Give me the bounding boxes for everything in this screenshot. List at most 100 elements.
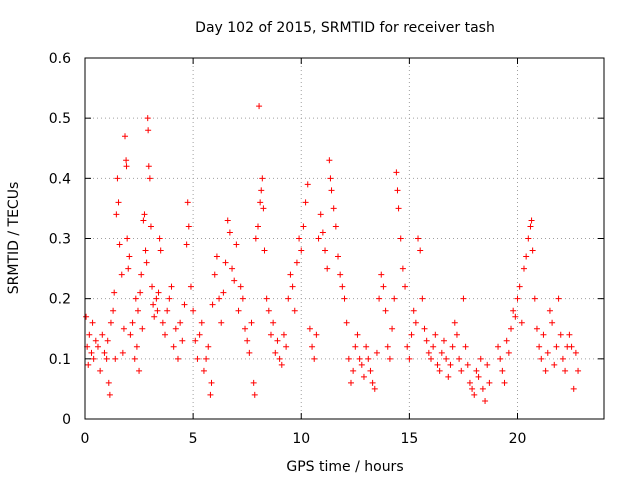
data-point xyxy=(306,325,313,332)
data-point xyxy=(551,361,558,368)
data-point xyxy=(207,391,214,398)
data-point xyxy=(531,295,538,302)
labels-layer: 0 0.1 0.2 0.3 0.4 0.5 0.6 0 5 10 15 20 xyxy=(49,51,527,447)
data-point xyxy=(147,223,154,230)
data-point xyxy=(518,319,525,326)
x-axis-title: GPS time / hours xyxy=(286,459,403,475)
data-point xyxy=(350,367,357,374)
data-point xyxy=(477,355,484,362)
data-point xyxy=(157,247,164,254)
data-point xyxy=(235,307,242,314)
data-point xyxy=(475,373,482,380)
data-point xyxy=(335,253,342,260)
data-point xyxy=(149,283,156,290)
data-point xyxy=(434,361,441,368)
data-point xyxy=(458,367,465,374)
data-point xyxy=(397,235,404,242)
data-point xyxy=(252,235,259,242)
data-point xyxy=(354,331,361,338)
data-point xyxy=(512,313,519,320)
data-point xyxy=(371,385,378,392)
y-tick-label: 0.1 xyxy=(49,352,71,368)
data-point xyxy=(309,343,316,350)
data-point xyxy=(203,355,210,362)
data-point xyxy=(484,361,491,368)
data-point xyxy=(196,331,203,338)
data-point xyxy=(261,247,268,254)
chart-title: Day 102 of 2015, SRMTID for receiver tas… xyxy=(195,20,495,36)
data-point xyxy=(495,343,502,350)
data-point xyxy=(451,319,458,326)
data-point xyxy=(404,343,411,350)
data-point xyxy=(406,355,413,362)
data-point xyxy=(538,355,545,362)
data-point xyxy=(242,325,249,332)
data-point xyxy=(324,265,331,272)
data-point xyxy=(566,331,573,338)
data-point xyxy=(503,337,510,344)
data-point xyxy=(174,355,181,362)
data-point xyxy=(508,325,515,332)
data-point xyxy=(562,367,569,374)
data-point xyxy=(311,355,318,362)
data-point xyxy=(384,343,391,350)
data-point xyxy=(267,331,274,338)
data-point xyxy=(220,289,227,296)
data-point xyxy=(315,235,322,242)
data-point xyxy=(132,295,139,302)
data-point xyxy=(417,247,424,254)
data-point xyxy=(162,331,169,338)
data-point xyxy=(218,319,225,326)
data-point xyxy=(330,205,337,212)
data-point xyxy=(479,385,486,392)
data-point xyxy=(118,271,125,278)
data-point xyxy=(89,319,96,326)
data-point xyxy=(216,295,223,302)
data-point xyxy=(540,331,547,338)
data-point xyxy=(419,295,426,302)
data-point xyxy=(144,115,151,122)
data-point xyxy=(145,163,152,170)
data-point xyxy=(341,295,348,302)
data-point xyxy=(258,187,265,194)
data-point xyxy=(542,367,549,374)
data-point xyxy=(389,325,396,332)
data-point xyxy=(546,307,553,314)
data-point xyxy=(270,319,277,326)
data-point xyxy=(544,349,551,356)
data-point xyxy=(263,295,270,302)
data-point xyxy=(126,253,133,260)
data-point xyxy=(97,367,104,374)
x-tick-label: 10 xyxy=(292,431,310,447)
data-point xyxy=(170,343,177,350)
data-point xyxy=(116,241,123,248)
data-point xyxy=(222,259,229,266)
data-point xyxy=(289,283,296,290)
data-point xyxy=(153,295,160,302)
data-point xyxy=(136,367,143,374)
data-point xyxy=(399,265,406,272)
data-point xyxy=(520,265,527,272)
data-point xyxy=(194,355,201,362)
data-point xyxy=(145,127,152,134)
data-point xyxy=(114,175,121,182)
data-point xyxy=(112,355,119,362)
data-point xyxy=(122,133,129,140)
data-point xyxy=(460,295,467,302)
data-point xyxy=(156,235,163,242)
data-point xyxy=(90,355,97,362)
data-point xyxy=(133,343,140,350)
data-point xyxy=(516,283,523,290)
data-point xyxy=(466,379,473,386)
data-point xyxy=(291,307,298,314)
y-tick-label: 0.5 xyxy=(49,111,71,127)
data-point xyxy=(274,337,281,344)
data-point xyxy=(464,361,471,368)
data-point xyxy=(278,361,285,368)
data-point xyxy=(164,307,171,314)
data-point xyxy=(319,229,326,236)
data-point xyxy=(553,343,560,350)
data-point xyxy=(445,373,452,380)
data-point xyxy=(572,349,579,356)
data-point xyxy=(168,283,175,290)
